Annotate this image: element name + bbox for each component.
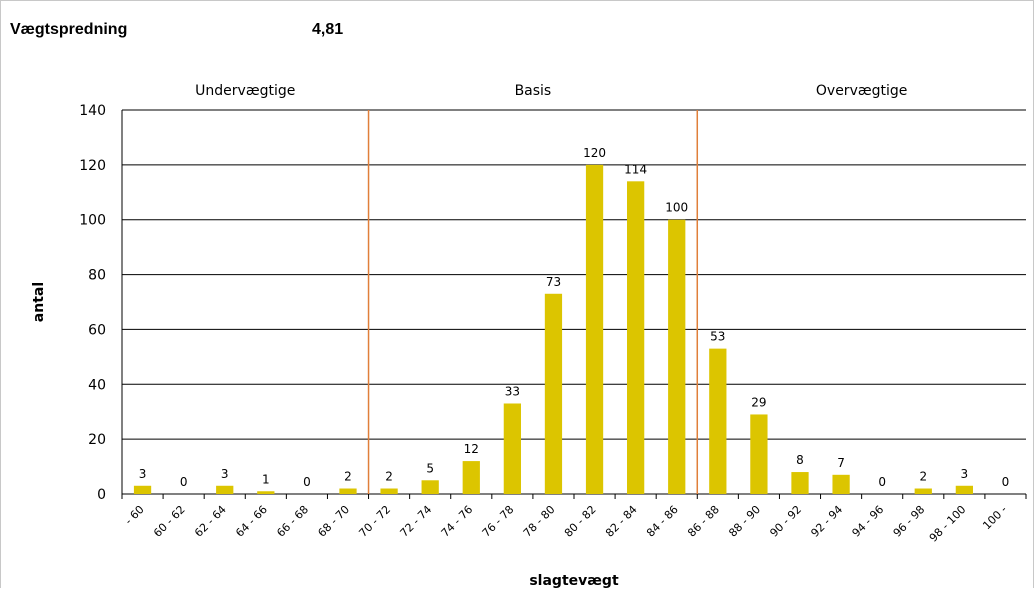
data-label: 2 <box>344 470 352 484</box>
x-tick-label: 64 - 66 <box>233 503 270 540</box>
region-label: Undervægtige <box>195 83 295 99</box>
data-label: 3 <box>139 467 147 481</box>
x-tick-label: 70 - 72 <box>356 503 393 540</box>
x-tick-label: 74 - 76 <box>439 503 476 540</box>
x-tick-label: 76 - 78 <box>480 503 517 540</box>
y-axis-title: antal <box>31 282 47 322</box>
y-tick-label: 100 <box>79 213 106 229</box>
x-tick-label: 98 - 100 <box>927 503 969 545</box>
data-label: 2 <box>385 470 393 484</box>
data-label: 114 <box>624 162 647 176</box>
data-label: 5 <box>426 461 434 475</box>
header-value: 4,81 <box>312 21 344 38</box>
data-label: 1 <box>262 472 270 486</box>
data-label: 0 <box>180 475 188 489</box>
bar <box>257 491 275 494</box>
y-tick-label: 80 <box>88 268 106 284</box>
x-tick-label: 94 - 96 <box>850 503 887 540</box>
x-tick-label: 78 - 80 <box>521 503 558 540</box>
y-tick-label: 0 <box>97 487 106 503</box>
data-label: 2 <box>919 470 927 484</box>
x-tick-label: 62 - 64 <box>192 503 229 540</box>
data-label: 0 <box>1002 475 1010 489</box>
data-label: 53 <box>710 330 725 344</box>
bar <box>380 488 398 494</box>
data-label: 3 <box>221 467 229 481</box>
data-label: 7 <box>837 456 845 470</box>
bar <box>955 485 973 494</box>
data-label: 120 <box>583 146 606 160</box>
y-tick-label: 120 <box>79 158 106 174</box>
bar <box>750 414 768 494</box>
data-label: 3 <box>961 467 969 481</box>
x-tick-label: 100 - <box>980 503 1009 532</box>
x-tick-label: 80 - 82 <box>562 503 599 540</box>
bar <box>668 219 686 494</box>
region-label: Overvægtige <box>816 83 907 99</box>
x-tick-label: 84 - 86 <box>644 503 681 540</box>
bar <box>627 181 645 495</box>
bar <box>133 485 152 494</box>
data-label: 100 <box>665 201 688 215</box>
region-label: Basis <box>515 83 552 99</box>
y-tick-label: 60 <box>88 322 106 338</box>
x-tick-label: 60 - 62 <box>151 503 188 540</box>
x-axis-title: slagtevægt <box>529 573 619 589</box>
data-label: 0 <box>303 475 311 489</box>
bar <box>791 472 809 494</box>
data-label: 33 <box>505 384 520 398</box>
data-label: 29 <box>751 395 766 409</box>
bar <box>503 403 521 494</box>
x-tick-label: 82 - 84 <box>603 503 640 540</box>
x-tick-label: - 60 <box>122 503 146 527</box>
bar <box>339 488 357 494</box>
x-tick-label: 66 - 68 <box>274 503 311 540</box>
header-label: Vægtspredning <box>10 21 128 38</box>
bar <box>216 485 234 494</box>
bar <box>585 164 604 494</box>
bar <box>421 480 439 494</box>
x-tick-label: 96 - 98 <box>891 503 928 540</box>
bar <box>462 461 480 494</box>
bar <box>832 474 850 494</box>
y-tick-label: 140 <box>79 103 106 119</box>
x-tick-label: 86 - 88 <box>685 503 722 540</box>
y-tick-label: 20 <box>88 432 106 448</box>
bar <box>914 488 932 494</box>
x-tick-label: 88 - 90 <box>726 503 763 540</box>
data-label: 12 <box>464 442 479 456</box>
y-tick-label: 40 <box>88 377 106 393</box>
data-label: 8 <box>796 453 804 467</box>
x-tick-label: 90 - 92 <box>767 503 804 540</box>
data-label: 73 <box>546 275 561 289</box>
data-label: 0 <box>878 475 886 489</box>
bar <box>544 293 563 494</box>
bar <box>709 348 727 494</box>
x-tick-label: 72 - 74 <box>398 503 435 540</box>
x-tick-label: 68 - 70 <box>315 503 352 540</box>
x-tick-label: 92 - 94 <box>808 503 845 540</box>
